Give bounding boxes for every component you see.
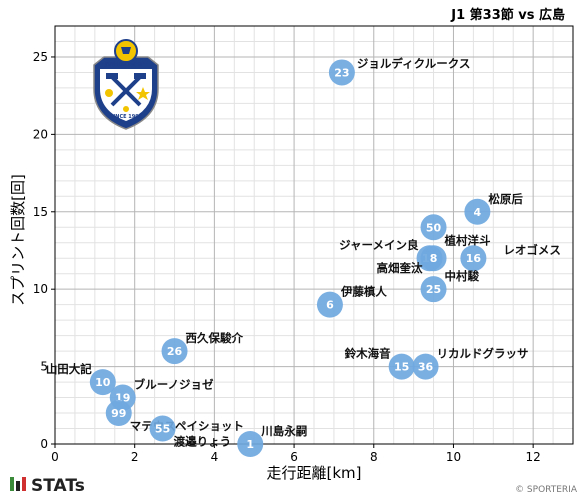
point-number: 99 xyxy=(111,407,126,420)
player-point: 55 渡邉りょう xyxy=(149,415,232,449)
grid xyxy=(54,25,574,445)
point-number: 36 xyxy=(418,361,434,374)
point-marker xyxy=(420,245,447,272)
y-tick-label: 0 xyxy=(40,437,48,451)
point-marker xyxy=(420,214,447,241)
point-label: ブルーノジョゼ xyxy=(134,378,214,392)
point-label: 松原后 xyxy=(488,192,523,206)
point-marker xyxy=(161,338,188,365)
x-tick-label: 6 xyxy=(290,450,298,464)
point-label: 山田大記 xyxy=(46,362,92,376)
point-number: 15 xyxy=(394,361,409,374)
point-marker xyxy=(89,369,116,396)
point-label: 高畑奎汰 xyxy=(377,261,423,275)
player-point: 16 レオゴメス xyxy=(460,243,561,272)
data-points: 23ジョルディクルークス4松原后50植村洋斗11ジャーメイン良8高畑奎汰16レオ… xyxy=(46,56,561,457)
logo-text-top: JUBILO IWATA xyxy=(104,62,148,68)
point-label: レオゴメス xyxy=(503,243,561,257)
x-tick-label: 8 xyxy=(370,450,378,464)
point-number: 55 xyxy=(155,423,170,436)
y-tick-label: 10 xyxy=(33,282,48,296)
player-point: 4 松原后 xyxy=(464,192,523,225)
x-tick-label: 12 xyxy=(526,450,541,464)
logo-text-bottom: SINCE 1992 xyxy=(110,114,143,120)
point-number: 6 xyxy=(326,299,334,312)
point-label: リカルドグラッサ xyxy=(437,347,529,361)
point-number: 1 xyxy=(246,438,254,451)
club-crest-icon: JUBILO IWATA SINCE 1992 xyxy=(93,39,159,130)
point-number: 4 xyxy=(474,206,482,219)
point-label: 鈴木海音 xyxy=(345,347,391,361)
point-label: 中村駿 xyxy=(445,269,480,283)
point-marker xyxy=(460,245,487,272)
point-number: 26 xyxy=(167,345,183,358)
x-tick-label: 10 xyxy=(446,450,461,464)
tick-labels: 0 2 4 6 8 10 12 0 5 10 15 20 25 xyxy=(33,50,541,464)
player-point: 23 ジョルディクルークス xyxy=(328,56,471,86)
copyright-text: © SPORTERIA xyxy=(515,485,578,495)
plot-frame xyxy=(54,25,574,445)
point-label: 西久保駿介 xyxy=(186,331,244,345)
player-point: 1 川島永嗣 xyxy=(237,424,307,457)
y-tick-label: 20 xyxy=(33,127,48,141)
point-number: 10 xyxy=(95,376,111,389)
y-axis-title: スプリント回数[回] xyxy=(9,174,27,306)
point-label: 植村洋斗 xyxy=(444,233,491,247)
point-marker xyxy=(420,276,447,303)
player-point: 25 中村駿 xyxy=(420,269,480,303)
point-label: 渡邉りょう xyxy=(174,435,232,449)
y-tick-label: 5 xyxy=(40,360,48,374)
point-number: 23 xyxy=(334,66,349,79)
stats-logo-mark xyxy=(10,477,14,491)
match-title: J1 第33節 vs 広島 xyxy=(450,7,565,23)
stats-logo: STATs xyxy=(10,476,85,496)
player-point: 6 伊藤槙人 xyxy=(316,285,387,318)
point-marker xyxy=(328,59,355,86)
point-marker xyxy=(388,353,415,380)
x-tick-label: 4 xyxy=(211,450,219,464)
player-point: 8 高畑奎汰 xyxy=(377,245,447,275)
x-tick-label: 0 xyxy=(51,450,59,464)
point-label: 川島永嗣 xyxy=(260,424,307,438)
point-marker xyxy=(464,198,491,225)
point-marker xyxy=(105,400,132,427)
point-number: 16 xyxy=(466,252,482,265)
point-marker xyxy=(149,415,176,442)
point-marker xyxy=(237,431,264,457)
x-tick-label: 2 xyxy=(131,450,139,464)
stats-brand-text: STATs xyxy=(31,476,85,496)
point-marker xyxy=(412,353,439,380)
point-label: ジャーメイン良 xyxy=(339,238,419,252)
y-tick-label: 25 xyxy=(33,50,48,64)
point-number: 50 xyxy=(426,221,442,234)
point-label: マテウスペイショット xyxy=(130,419,244,433)
point-marker xyxy=(316,291,343,318)
y-tick-label: 15 xyxy=(33,205,48,219)
point-number: 8 xyxy=(430,252,438,265)
point-number: 25 xyxy=(426,283,441,296)
point-label: ジョルディクルークス xyxy=(357,56,471,70)
x-axis-title: 走行距離[km] xyxy=(266,464,361,482)
axes xyxy=(54,25,574,445)
point-label: 伊藤槙人 xyxy=(340,285,387,299)
